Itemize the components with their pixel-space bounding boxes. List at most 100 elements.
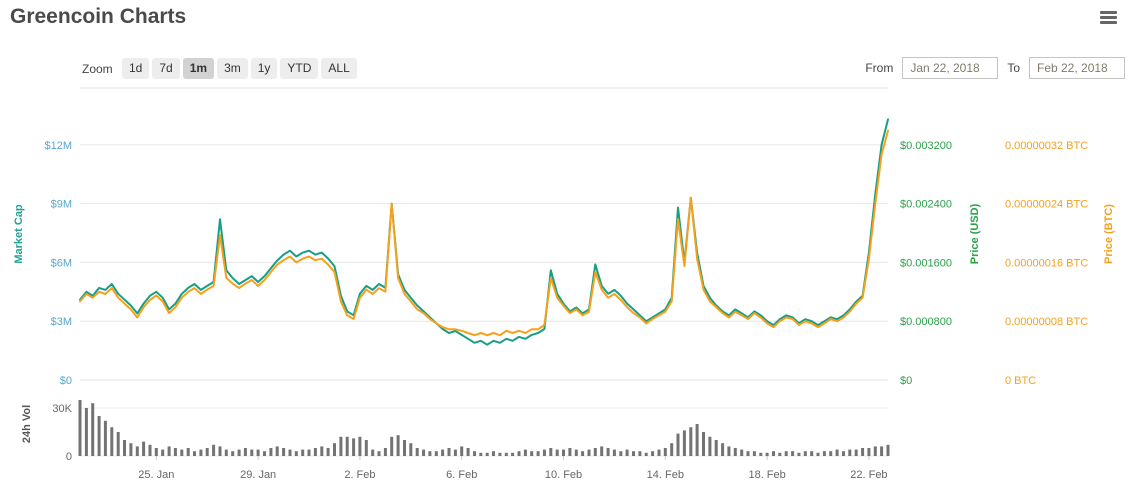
volume-bar	[822, 451, 826, 456]
volume-bar	[593, 448, 597, 456]
volume-bar	[600, 446, 604, 456]
volume-bar	[345, 436, 349, 456]
to-date-input[interactable]	[1029, 57, 1125, 79]
volume-bar	[371, 449, 375, 456]
volume-bar	[803, 451, 807, 456]
to-label: To	[1007, 61, 1020, 75]
price-btc-tick-label: 0.00000016 BTC	[1005, 257, 1088, 269]
volume-bar	[396, 435, 400, 456]
volume-bar	[778, 452, 782, 456]
volume-bar	[339, 436, 343, 456]
volume-bar	[810, 451, 814, 456]
volume-bar	[199, 449, 203, 456]
volume-bar	[657, 449, 661, 456]
volume-bar	[562, 449, 565, 456]
volume-bar	[212, 444, 216, 456]
volume-bar	[511, 452, 515, 456]
volume-bar	[91, 403, 95, 456]
zoom-label: Zoom	[82, 62, 113, 76]
price-btc-tick-label: 0 BTC	[1005, 375, 1036, 387]
volume-bar	[721, 443, 725, 456]
zoom-button-1m[interactable]: 1m	[182, 58, 215, 80]
zoom-button-1y[interactable]: 1y	[250, 58, 278, 80]
volume-bar	[581, 451, 585, 456]
volume-bar	[676, 433, 680, 456]
zoom-button-1d[interactable]: 1d	[122, 58, 150, 80]
hamburger-bar	[1100, 16, 1117, 19]
market-cap-tick-label: $9M	[51, 199, 72, 211]
from-date-input[interactable]	[902, 57, 999, 79]
volume-bar	[250, 449, 254, 456]
volume-bar	[523, 449, 527, 456]
volume-bar	[441, 449, 445, 456]
volume-bar	[632, 451, 635, 456]
volume-bar	[231, 451, 235, 456]
market-cap-axis-title: Market Cap	[13, 204, 25, 264]
hamburger-bar	[1100, 11, 1117, 14]
volume-bar	[409, 443, 413, 456]
zoom-button-ytd[interactable]: YTD	[280, 58, 319, 80]
price-usd-tick-label: $0.000800	[900, 316, 952, 328]
volume-bar	[714, 440, 718, 456]
volume-bar	[708, 436, 712, 456]
volume-tick-label: 30K	[52, 403, 72, 415]
volume-bar	[428, 451, 432, 456]
volume-bar	[542, 449, 546, 456]
volume-bar	[466, 448, 470, 456]
zoom-button-7d[interactable]: 7d	[152, 58, 180, 80]
volume-bar	[625, 449, 629, 456]
volume-bar	[498, 452, 502, 456]
volume-bar	[867, 448, 871, 456]
volume-bar	[695, 424, 699, 456]
volume-bar	[606, 448, 610, 456]
volume-bar	[173, 448, 177, 456]
date-range-controls: From To	[865, 57, 1125, 79]
volume-bar	[861, 448, 865, 456]
volume-bar	[791, 451, 795, 456]
market-cap-tick-label: $6M	[51, 257, 72, 269]
volume-bar	[313, 448, 317, 456]
volume-bar	[415, 448, 419, 456]
price-usd-tick-label: $0	[900, 375, 912, 387]
volume-bar	[638, 451, 642, 456]
volume-bar	[854, 449, 858, 456]
volume-bar	[784, 451, 788, 456]
volume-bar	[186, 448, 190, 456]
volume-bar	[110, 427, 114, 456]
volume-bar	[765, 452, 769, 456]
volume-bar	[275, 446, 279, 456]
volume-bar	[797, 452, 801, 456]
from-label: From	[865, 61, 894, 75]
volume-bar	[116, 432, 120, 456]
zoom-button-group: 1d 7d 1m 3m 1y YTD ALL	[122, 58, 357, 80]
price-btc-tick-label: 0.00000008 BTC	[1005, 316, 1088, 328]
price-btc-axis-title: Price (BTC)	[1103, 204, 1115, 264]
volume-bar	[880, 446, 884, 456]
context-menu-icon[interactable]	[1100, 11, 1117, 24]
price-btc-tick-label: 0.00000032 BTC	[1005, 140, 1088, 152]
volume-bar	[740, 449, 744, 456]
volume-bar	[180, 449, 184, 456]
volume-bar	[447, 448, 451, 456]
volume-bar	[193, 451, 196, 456]
volume-bar	[651, 451, 655, 456]
volume-bar	[352, 438, 356, 456]
volume-bar	[205, 448, 209, 456]
volume-bar	[816, 452, 820, 456]
volume-bar	[727, 446, 731, 456]
page-title: Greencoin Charts	[10, 5, 187, 28]
volume-bar	[536, 451, 540, 456]
volume-bar	[504, 452, 508, 456]
zoom-button-3m[interactable]: 3m	[217, 58, 248, 80]
volume-bar	[842, 451, 845, 456]
volume-bar	[263, 451, 266, 456]
volume-bar	[886, 444, 890, 456]
volume-bar	[460, 446, 464, 456]
volume-bar	[269, 448, 273, 456]
volume-bar	[752, 451, 756, 456]
zoom-button-all[interactable]: ALL	[321, 58, 357, 80]
volume-bar	[530, 451, 534, 456]
volume-bar	[772, 451, 775, 456]
